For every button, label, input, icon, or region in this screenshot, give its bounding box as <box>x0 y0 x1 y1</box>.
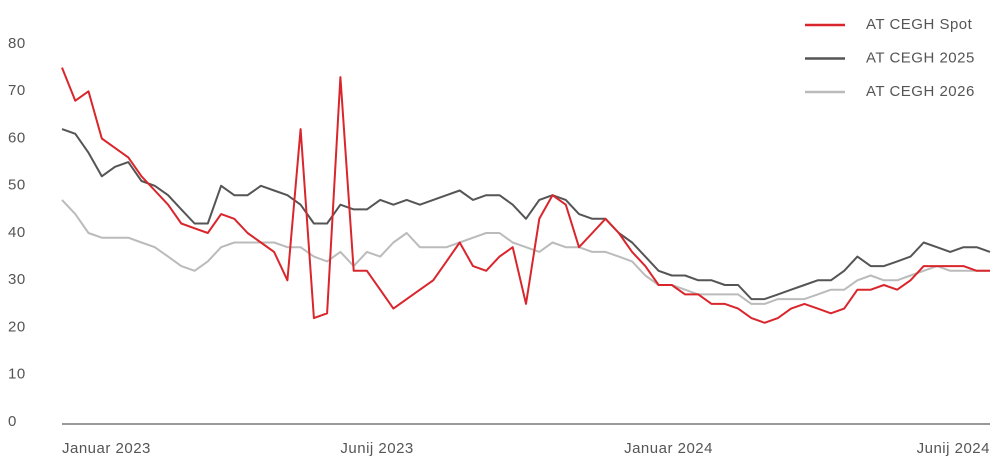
x-tick-label: Januar 2023 <box>62 440 151 457</box>
legend-label: AT CEGH 2025 <box>866 49 975 66</box>
y-tick-label: 50 <box>8 177 26 194</box>
y-tick-label: 70 <box>8 82 26 99</box>
x-tick-label: Januar 2024 <box>624 440 713 457</box>
x-tick-label: Junij 2024 <box>917 440 990 457</box>
legend-label: AT CEGH Spot <box>866 16 973 33</box>
y-tick-label: 20 <box>8 318 26 335</box>
y-tick-label: 80 <box>8 35 26 52</box>
series-line <box>61 67 990 324</box>
y-tick-label: 30 <box>8 271 26 288</box>
y-tick-label: 60 <box>8 129 26 146</box>
series-line <box>61 199 990 305</box>
series-line <box>61 128 991 301</box>
x-tick-label: Junij 2023 <box>340 440 413 457</box>
y-tick-label: 40 <box>8 224 26 241</box>
y-tick-label: 10 <box>8 366 26 383</box>
y-tick-label: 0 <box>8 413 17 430</box>
legend-label: AT CEGH 2026 <box>866 83 975 100</box>
